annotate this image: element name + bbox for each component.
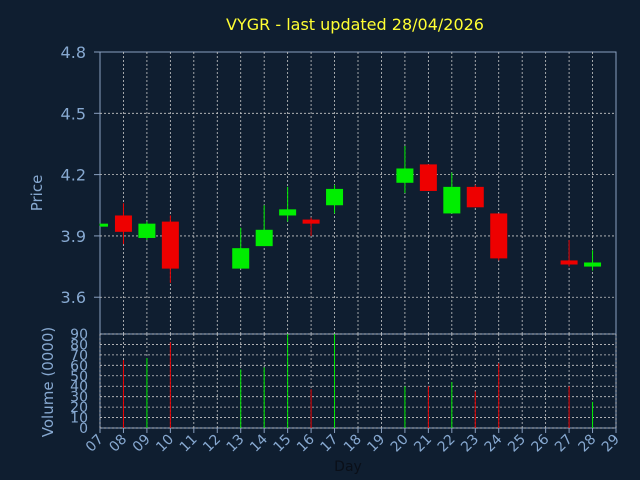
x-tick-label: 16 [294,431,318,455]
volume-panel-frame [99,333,617,429]
volume-tick-label: 90 [70,327,88,343]
volume-tick-label: 10 [70,411,88,427]
volume-tick-label: 20 [70,400,88,416]
candle-body [560,260,578,265]
x-tick-label: 10 [153,432,177,456]
x-tick-label: 17 [317,432,341,456]
candle-body [100,223,108,227]
x-tick-label: 14 [247,431,271,455]
volume-tick-label: 50 [70,369,88,385]
candle-body [490,213,508,259]
volume-axis-label: Volume (0000) [39,327,57,437]
x-tick-label: 25 [505,432,529,456]
price-tick-label: 3.6 [61,288,86,307]
volume-tick-label: 30 [70,390,88,406]
candle-body [396,168,414,183]
candle-body [138,223,156,238]
volume-tick-label: 80 [70,337,88,353]
x-tick-label: 21 [411,432,435,456]
volume-tick-label: 0 [79,421,88,437]
candle-body [326,188,344,206]
volume-tick-label: 40 [70,379,88,395]
x-tick-label: 28 [575,432,599,456]
volume-grid [99,333,617,429]
candle-body [443,186,461,214]
candle-body [114,215,132,232]
x-tick-label: 29 [599,432,623,456]
x-tick-label: 22 [435,432,459,456]
volume-bars [122,334,594,428]
x-tick-label: 24 [482,431,506,455]
candle-body [279,209,297,216]
x-tick-label: 27 [552,432,576,456]
candle-body [255,229,273,247]
x-tick-label: 08 [106,432,130,456]
price-tick-label: 4.2 [61,166,86,185]
x-tick-label: 11 [177,432,201,456]
price-tick-label: 4.5 [61,104,86,123]
x-tick-label: 18 [341,432,365,456]
candle-body [232,248,250,269]
x-tick-label: 20 [388,432,412,456]
volume-tick-label: 60 [70,358,88,374]
candle-body [466,186,484,208]
price-grid [100,52,616,334]
price-tick-label: 4.8 [61,43,86,62]
price-axis-label: Price [28,175,46,212]
x-tick-label: 26 [529,431,553,455]
chart-title: VYGR - last updated 28/04/2026 [226,15,484,34]
price-tick-label: 3.9 [61,227,86,246]
x-tick-label: 13 [224,432,248,456]
x-tick-label: 09 [130,432,154,456]
price-tick-labels: 4.8 4.5 4.2 3.9 3.6 [61,43,100,307]
x-tick-label: 23 [458,432,482,456]
x-axis-label: Day [334,459,362,475]
x-tick-label: 15 [271,432,295,456]
x-tick-label: 19 [364,432,388,456]
candle-body [161,221,179,269]
candle-body [584,262,602,267]
x-tick-label: 12 [200,432,224,456]
candle-body [302,219,320,224]
x-tick-labels: 07 08 09 10 11 12 13 14 15 16 17 18 19 20 21 22 23 24 25 26… [83,428,623,455]
volume-tick-label: 70 [70,348,88,364]
candle-body [419,164,437,191]
candles [99,146,602,283]
